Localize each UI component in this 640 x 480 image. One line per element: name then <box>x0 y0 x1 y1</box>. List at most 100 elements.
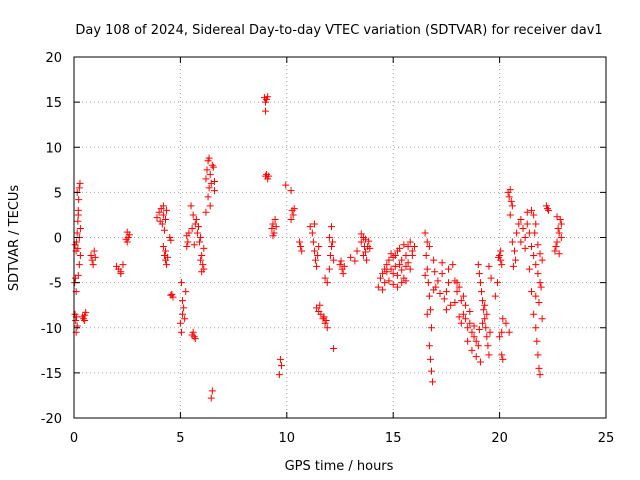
data-point <box>313 262 321 270</box>
data-point <box>389 280 397 288</box>
data-point <box>353 247 361 255</box>
y-tick-label: -15 <box>41 367 62 382</box>
data-point <box>330 345 338 353</box>
data-point <box>308 229 316 237</box>
data-point <box>470 322 478 330</box>
data-point <box>466 319 474 327</box>
x-tick-label: 10 <box>279 431 296 446</box>
data-point <box>202 208 210 216</box>
data-point <box>330 256 338 264</box>
data-point <box>536 371 544 379</box>
data-point <box>398 266 406 274</box>
data-point <box>406 238 414 246</box>
data-point <box>181 315 189 323</box>
data-point <box>351 257 359 265</box>
data-point <box>160 226 168 234</box>
data-point <box>316 301 324 309</box>
data-point <box>422 252 430 260</box>
data-point <box>496 333 504 341</box>
data-point <box>552 243 560 251</box>
data-point <box>385 256 393 264</box>
data-point <box>155 208 163 216</box>
data-point <box>387 265 395 273</box>
data-point <box>198 268 206 276</box>
data-point <box>474 342 482 350</box>
data-point <box>398 256 406 264</box>
x-tick-label: 5 <box>176 431 184 446</box>
data-point <box>484 342 492 350</box>
data-point <box>502 319 510 327</box>
data-point <box>362 235 370 243</box>
data-point <box>282 181 290 189</box>
data-point <box>442 306 450 314</box>
data-point <box>202 175 210 183</box>
data-point <box>521 234 529 241</box>
data-point <box>322 317 330 325</box>
data-point <box>551 247 559 255</box>
data-point <box>459 292 467 300</box>
data-point <box>177 328 185 336</box>
data-point <box>180 304 188 312</box>
data-point <box>545 206 553 214</box>
data-point <box>505 193 513 201</box>
data-point <box>517 215 525 223</box>
data-point <box>496 252 504 260</box>
data-point <box>326 252 334 260</box>
data-point <box>179 310 187 318</box>
data-point <box>117 270 125 278</box>
data-point <box>410 243 418 251</box>
data-point <box>404 259 412 267</box>
data-point <box>535 364 543 372</box>
data-point <box>203 166 211 174</box>
x-tick-label: 25 <box>598 431 615 446</box>
data-point <box>314 252 322 260</box>
data-point <box>523 220 531 228</box>
data-point <box>434 277 442 285</box>
data-point <box>209 163 217 171</box>
data-point <box>495 253 503 261</box>
data-point <box>533 337 541 345</box>
data-point <box>438 270 446 278</box>
data-point <box>198 252 206 260</box>
data-point <box>210 187 218 195</box>
data-point <box>485 262 493 270</box>
data-point <box>312 256 320 264</box>
data-point <box>506 211 514 219</box>
y-tick-label: 10 <box>45 141 62 156</box>
data-point <box>424 279 432 287</box>
chart-title: Day 108 of 2024, Sidereal Day-to-day VTE… <box>75 23 602 38</box>
data-point <box>447 301 455 309</box>
data-point <box>207 179 215 187</box>
data-point <box>425 342 433 350</box>
data-point <box>537 283 545 291</box>
data-point <box>535 298 543 306</box>
data-point <box>528 206 536 214</box>
data-point <box>319 315 327 323</box>
data-point <box>123 228 131 236</box>
data-point <box>525 265 533 273</box>
data-point <box>269 232 277 240</box>
data-points <box>71 93 565 402</box>
data-point <box>553 213 561 221</box>
data-point <box>82 308 90 316</box>
data-point <box>429 378 437 386</box>
data-point <box>532 261 540 269</box>
data-point <box>402 262 410 270</box>
x-tick-label: 15 <box>385 431 402 446</box>
data-point <box>534 241 542 249</box>
data-point <box>508 202 516 210</box>
data-point <box>532 292 540 300</box>
data-point <box>455 313 463 321</box>
data-point <box>553 238 561 246</box>
data-point <box>464 337 472 345</box>
data-point <box>445 279 453 287</box>
data-point <box>557 234 565 241</box>
data-point <box>187 202 195 210</box>
data-point <box>189 211 197 219</box>
data-point <box>339 270 347 278</box>
data-point <box>320 313 328 321</box>
data-point <box>325 234 333 241</box>
data-point <box>207 394 215 402</box>
data-point <box>327 243 335 251</box>
data-point <box>193 229 201 237</box>
